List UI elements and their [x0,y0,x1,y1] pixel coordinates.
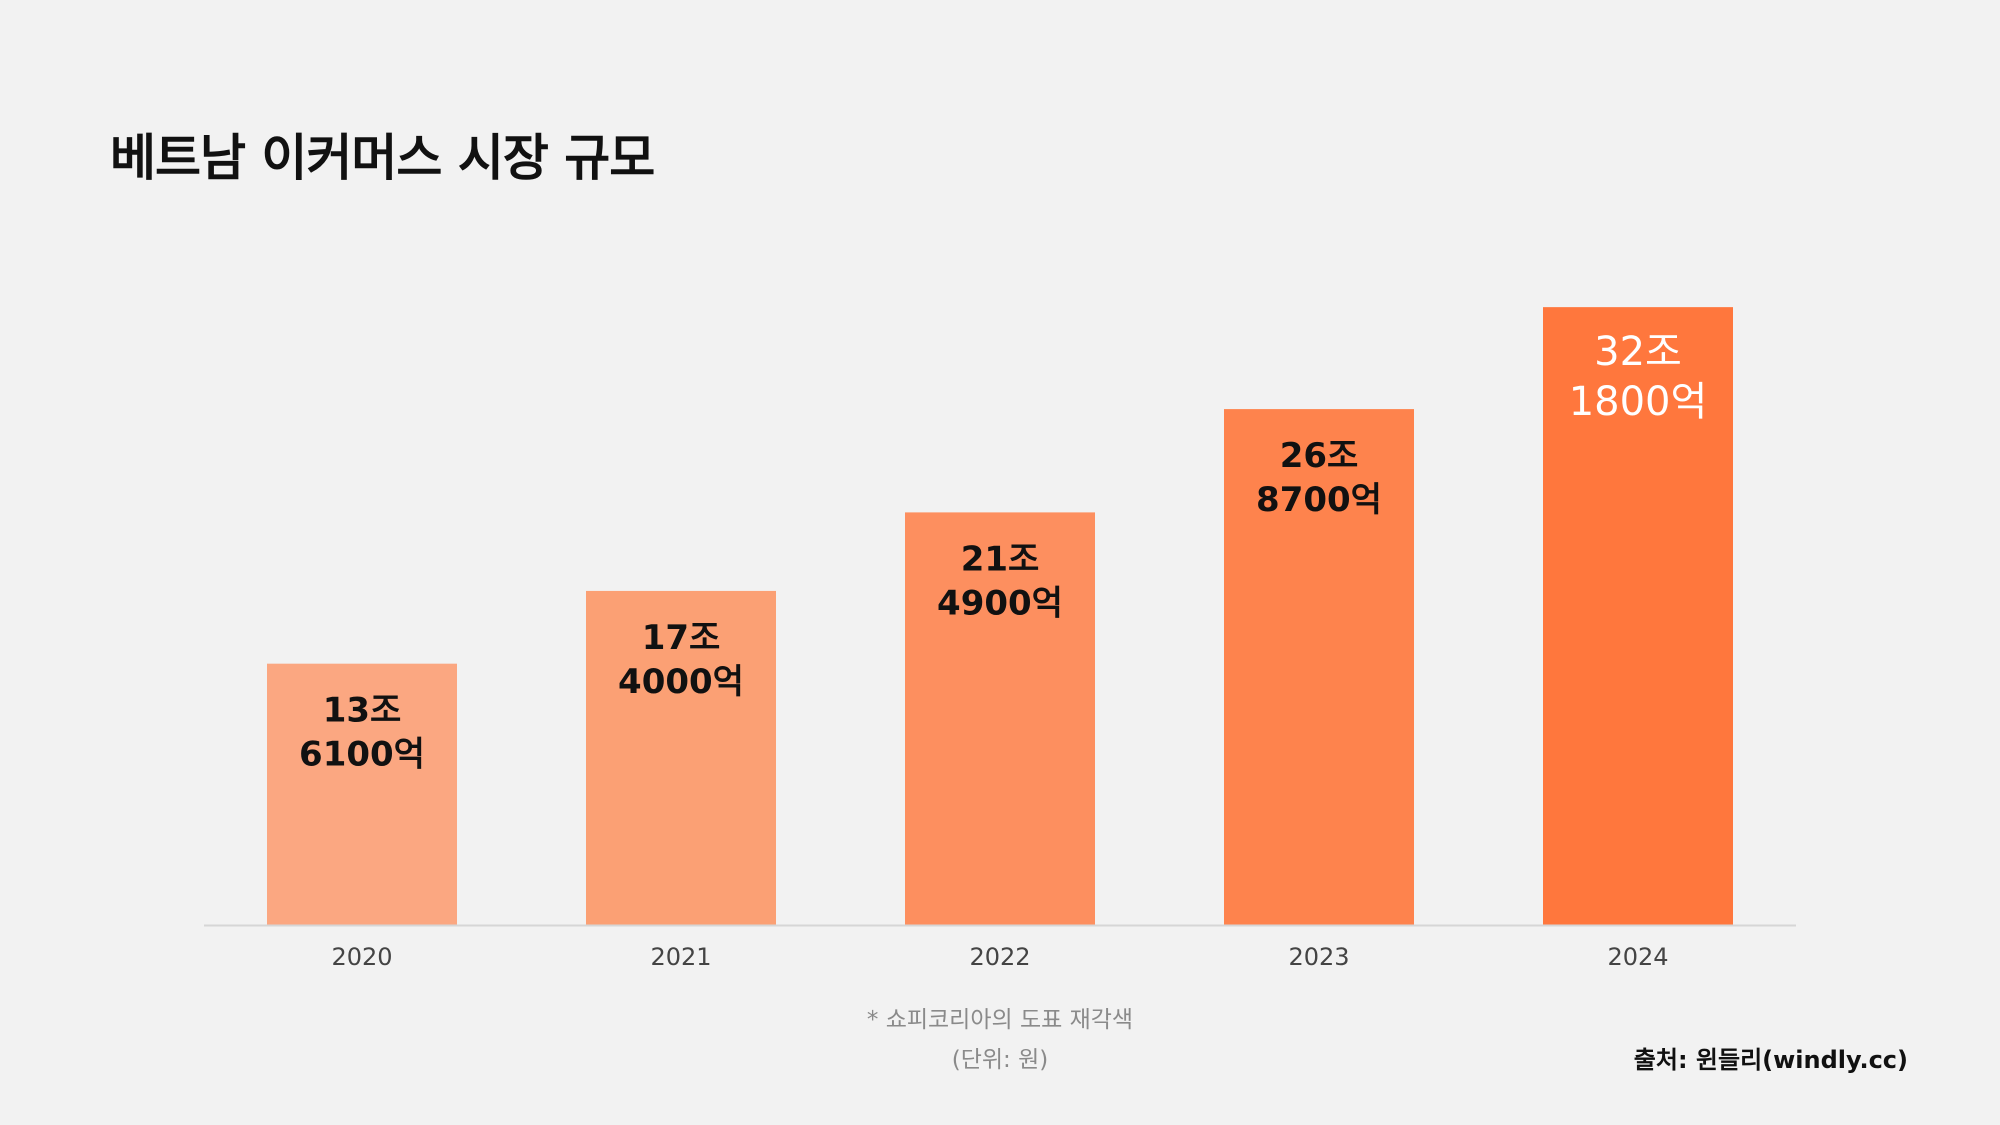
bar-value-label: 26조 [1280,436,1359,476]
bar-value-label: 1800억 [1569,379,1708,425]
chart-title: 베트남 이커머스 시장 규모 [110,129,655,187]
x-tick-label: 2022 [969,943,1030,971]
bar-value-label: 8700억 [1256,480,1382,520]
bar-value-label: 4000억 [618,662,744,702]
bar-2022 [905,512,1095,925]
x-tick-label: 2020 [331,943,392,971]
bar-value-label: 32조 [1594,329,1682,375]
bar-value-label: 17조 [642,618,721,658]
bar-value-label: 13조 [323,691,402,731]
unit-note: (단위: 원) [951,1047,1049,1073]
bar-value-label: 21조 [961,539,1040,579]
recolor-note: * 쇼피코리아의 도표 재각색 [866,1007,1134,1033]
bar-2021 [586,590,776,925]
source-credit: 출처: 윈들리(windly.cc) [1633,1046,1908,1074]
x-tick-label: 2024 [1607,943,1668,971]
bar-2020 [267,663,457,925]
x-tick-label: 2021 [650,943,711,971]
bar-2023 [1224,409,1414,925]
bar-value-label: 6100억 [299,735,425,775]
bar-value-label: 4900억 [937,583,1063,623]
bar-2024 [1543,307,1733,925]
x-tick-label: 2023 [1288,943,1349,971]
